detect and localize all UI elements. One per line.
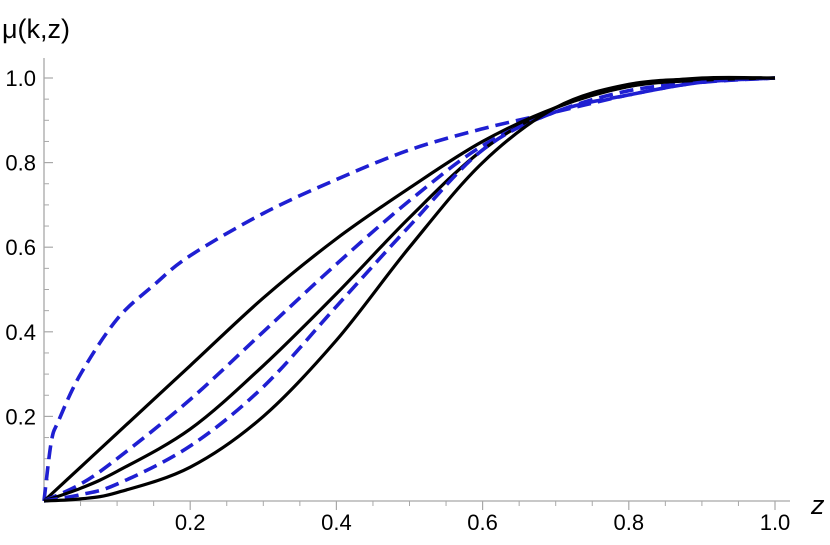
y-tick-labels: 0.2 0.4 0.6 0.8 1.0: [5, 66, 36, 429]
y-tick-label: 0.6: [5, 235, 36, 260]
y-tick-label: 0.2: [5, 404, 36, 429]
minor-ticks: [44, 98, 739, 506]
x-tick-label: 0.8: [614, 510, 645, 535]
x-axis-label: z: [810, 490, 825, 520]
x-tick-label: 0.4: [321, 510, 352, 535]
y-tick-label: 1.0: [5, 66, 36, 91]
series-line-2: [42, 75, 776, 503]
series-line-4: [43, 76, 776, 503]
x-tick-labels: 0.2 0.4 0.6 0.8 1.0: [175, 510, 790, 535]
series-line-6: [43, 76, 776, 503]
series-line-3: [43, 76, 776, 503]
series-layer: [42, 75, 776, 503]
series-line-1: [42, 76, 776, 502]
x-tick-label: 0.6: [467, 510, 498, 535]
series-line-5: [43, 76, 776, 503]
x-tick-label: 1.0: [760, 510, 791, 535]
x-tick-label: 0.2: [175, 510, 206, 535]
y-tick-label: 0.8: [5, 151, 36, 176]
y-axis-label: μ(k,z): [2, 14, 70, 44]
major-ticks: [44, 77, 776, 510]
y-tick-label: 0.4: [5, 320, 36, 345]
